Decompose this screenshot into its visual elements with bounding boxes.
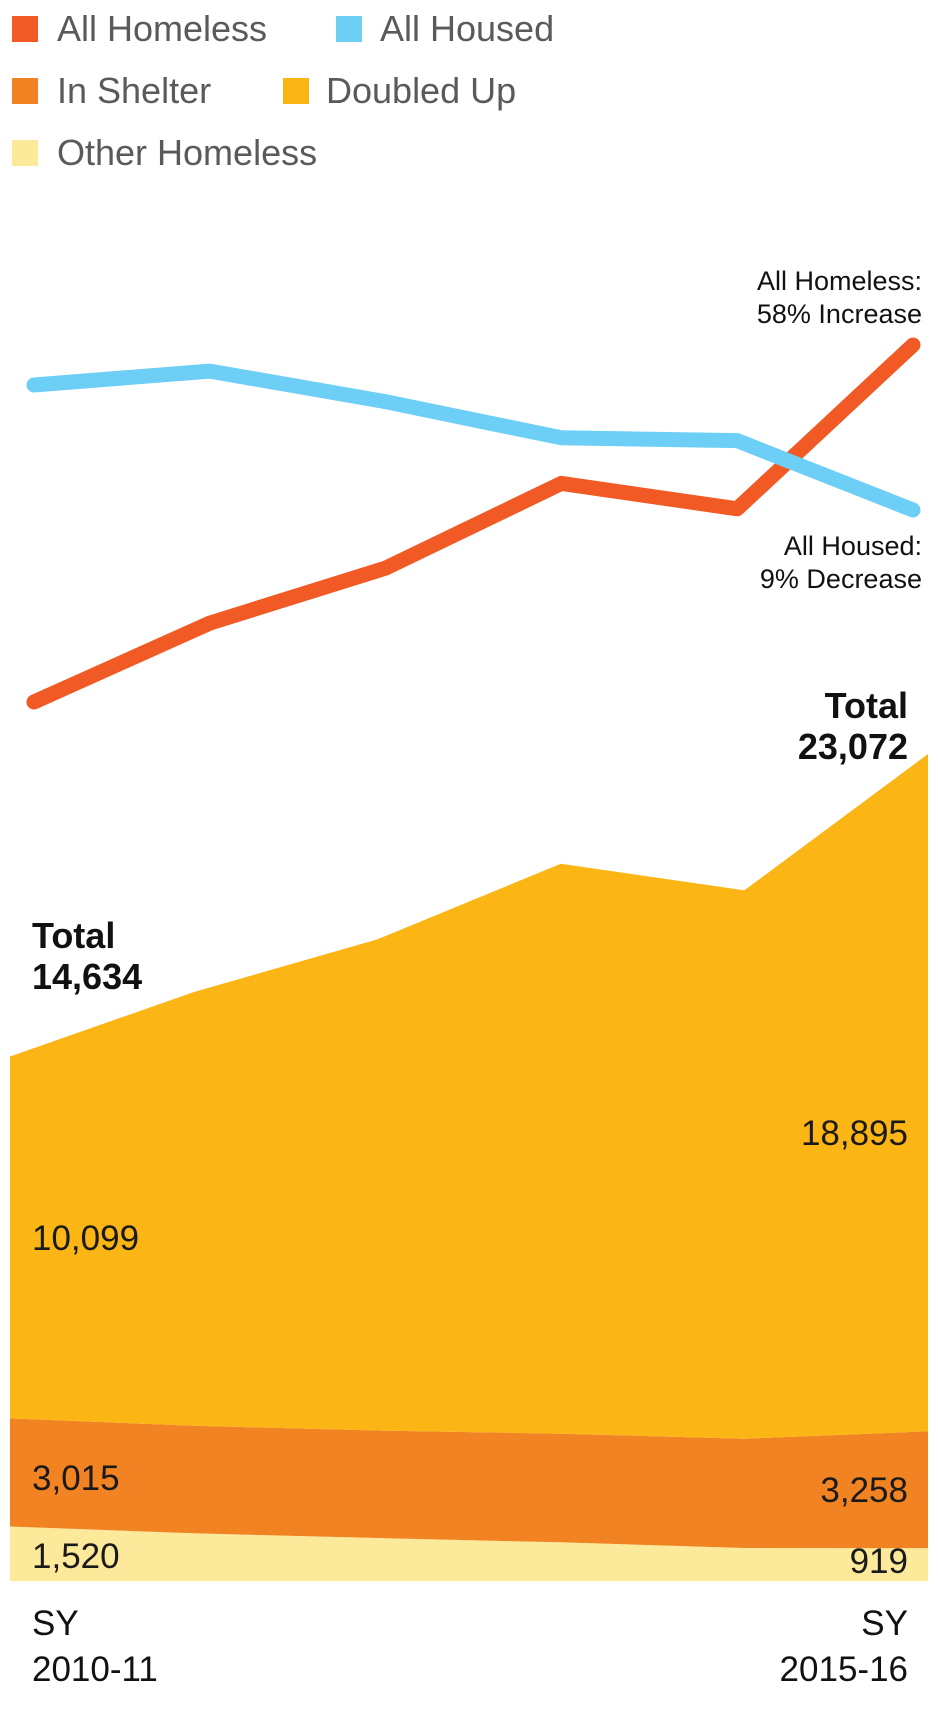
legend-swatch-all-homeless [12,16,38,42]
homeless-annotation-line2: 58% Increase [757,299,922,329]
legend-swatch-all-housed [336,16,362,42]
line-all-housed [26,363,921,518]
x-label-end-year: 2015-16 [780,1650,908,1689]
in-shelter-start-value: 3,015 [32,1459,120,1498]
doubled-up-start-value: 10,099 [32,1219,139,1258]
legend-item-all-housed: All Housed [336,8,554,49]
legend-label-in-shelter: In Shelter [57,70,211,111]
legend-item-all-homeless: All Homeless [12,8,267,49]
housed-annotation-line1: All Housed: [784,531,922,561]
total-end-label: Total [825,685,908,726]
in-shelter-end-value: 3,258 [820,1471,908,1510]
homeless-annotation-line1: All Homeless: [757,266,922,296]
other-homeless-end-value: 919 [850,1542,908,1581]
housed-annotation-line2: 9% Decrease [760,564,922,594]
area-in-shelter [10,1418,928,1549]
total-start-label: Total [32,915,115,956]
x-label-start-year: 2010-11 [32,1650,158,1689]
area-other-homeless [10,1526,928,1581]
x-label-start-sy: SY [32,1604,79,1643]
legend: All Homeless All Housed In Shelter Doubl… [12,8,554,173]
legend-item-other-homeless: Other Homeless [12,132,317,173]
total-end-value: 23,072 [798,726,908,767]
legend-item-in-shelter: In Shelter [12,70,211,111]
line-all-homeless [26,337,921,710]
legend-label-all-homeless: All Homeless [57,8,267,49]
legend-label-doubled-up: Doubled Up [326,70,516,111]
legend-label-other-homeless: Other Homeless [57,132,317,173]
total-start-value: 14,634 [32,956,142,997]
legend-swatch-doubled-up [283,78,309,104]
other-homeless-start-value: 1,520 [32,1537,120,1576]
x-label-end-sy: SY [861,1604,908,1643]
area-doubled-up [10,754,928,1439]
legend-swatch-other-homeless [12,140,38,166]
doubled-up-end-value: 18,895 [801,1114,908,1153]
legend-item-doubled-up: Doubled Up [283,70,516,111]
area-chart [10,754,928,1581]
line-chart [26,337,921,710]
legend-label-all-housed: All Housed [380,8,554,49]
legend-swatch-in-shelter [12,78,38,104]
